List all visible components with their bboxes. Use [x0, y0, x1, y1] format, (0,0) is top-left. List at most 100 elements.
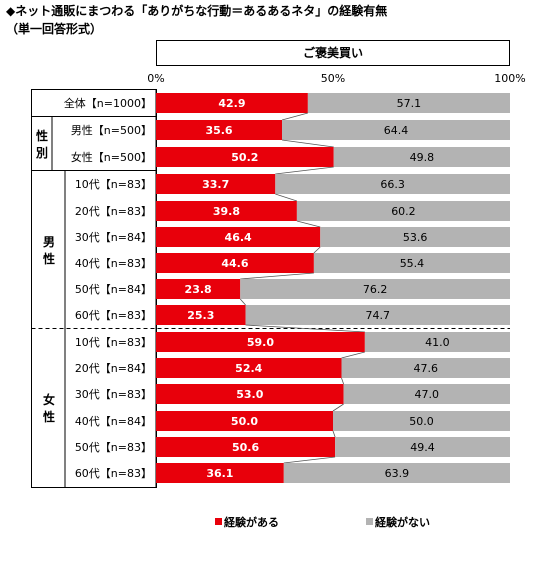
data-label-no: 60.2: [391, 205, 416, 218]
category-label: 30代【n=83】: [75, 388, 152, 401]
bar-no: [296, 201, 510, 221]
category-label: 20代【n=83】: [75, 205, 152, 218]
category-label: 女性【n=500】: [71, 150, 152, 164]
bar-yes: [156, 332, 365, 352]
category-label: 全体【n=1000】: [64, 96, 152, 110]
data-label-no: 76.2: [363, 283, 388, 296]
connector-line: [341, 351, 365, 359]
bar-no: [283, 463, 510, 483]
data-label-yes: 53.0: [236, 388, 263, 401]
data-label-yes: 50.2: [231, 151, 258, 164]
category-label: 60代【n=83】: [75, 309, 152, 322]
group-label-female: 女: [43, 392, 55, 407]
bar-no: [343, 384, 510, 404]
connector-line: [239, 298, 246, 306]
bar-no: [320, 227, 510, 247]
question-heading: ご褒美買い: [156, 40, 510, 66]
x-tick-label: 50%: [321, 72, 345, 85]
group-label-male: 男: [43, 235, 55, 249]
bar-yes: [156, 120, 283, 140]
connector-line: [313, 246, 321, 254]
data-label-no: 47.0: [415, 388, 440, 401]
data-label-no: 53.6: [403, 231, 428, 244]
legend-label-yes: 経験がある: [224, 516, 279, 529]
connector-line: [275, 193, 298, 202]
bar-yes: [156, 174, 276, 194]
connector-line: [275, 166, 334, 175]
legend-swatch-yes: [215, 518, 222, 525]
data-label-no: 64.4: [384, 124, 409, 137]
bar-no: [333, 411, 510, 431]
bar-yes: [156, 93, 308, 113]
connector-line: [281, 112, 308, 121]
data-label-yes: 25.3: [187, 309, 214, 322]
data-label-yes: 50.6: [232, 441, 259, 454]
data-label-yes: 33.7: [202, 178, 229, 191]
bar-yes: [156, 463, 284, 483]
data-label-yes: 35.6: [205, 124, 232, 137]
data-label-no: 50.0: [409, 415, 434, 428]
category-label: 10代【n=83】: [75, 178, 152, 191]
bar-no: [282, 120, 510, 140]
bar-yes: [156, 437, 336, 457]
data-label-yes: 52.4: [235, 362, 262, 375]
data-label-yes: 46.4: [225, 231, 252, 244]
bar-yes: [156, 411, 333, 431]
bar-yes: [156, 358, 342, 378]
data-label-no: 63.9: [385, 467, 410, 480]
category-label: 50代【n=83】: [75, 441, 152, 454]
data-label-no: 49.8: [410, 151, 435, 164]
bar-no: [333, 147, 510, 167]
connector-line: [332, 403, 344, 412]
bar-no: [240, 279, 510, 299]
group-label-gender: 別: [35, 146, 48, 160]
bar-no: [313, 253, 510, 273]
bar-yes: [156, 253, 314, 273]
connector-line: [332, 430, 336, 438]
data-label-yes: 50.0: [231, 415, 258, 428]
bar-yes: [156, 279, 241, 299]
data-label-yes: 36.1: [206, 467, 233, 480]
data-label-no: 47.6: [413, 362, 438, 375]
legend-swatch-no: [366, 518, 373, 525]
category-label: 20代【n=84】: [75, 362, 152, 375]
x-tick-label: 100%: [494, 72, 525, 85]
data-label-yes: 44.6: [221, 257, 248, 270]
legend-item-yes: 経験がある: [215, 514, 279, 530]
data-label-yes: 59.0: [247, 336, 274, 349]
data-label-yes: 23.8: [185, 283, 212, 296]
data-label-no: 49.4: [410, 441, 435, 454]
data-label-yes: 39.8: [213, 205, 240, 218]
bar-no: [275, 174, 510, 194]
bar-no: [307, 93, 510, 113]
bar-no: [335, 437, 510, 457]
bar-yes: [156, 227, 321, 247]
connector-line: [296, 220, 321, 228]
category-label: 60代【n=83】: [75, 467, 152, 480]
group-label-male: 性: [42, 251, 55, 266]
data-label-yes: 42.9: [218, 97, 245, 110]
bar-yes: [156, 147, 334, 167]
connector-line: [341, 377, 344, 385]
category-label: 30代【n=84】: [75, 231, 152, 244]
x-tick-label: 0%: [147, 72, 164, 85]
category-label: 50代【n=84】: [75, 283, 152, 296]
bar-no: [364, 332, 510, 352]
connector-line: [283, 456, 336, 464]
group-label-female: 性: [42, 409, 55, 424]
chart-title: ◆ネット通販にまつわる「ありがちな行動＝あるあるネタ」の経験有無: [6, 4, 388, 18]
data-label-no: 41.0: [425, 336, 450, 349]
connector-line: [245, 324, 365, 333]
category-label: 40代【n=83】: [75, 257, 152, 270]
chart-subtitle: （単一回答形式）: [6, 22, 103, 36]
data-label-no: 66.3: [380, 178, 405, 191]
category-label: 10代【n=83】: [75, 336, 152, 349]
bar-yes: [156, 384, 344, 404]
data-label-no: 74.7: [366, 309, 391, 322]
bar-yes: [156, 305, 246, 325]
legend-item-no: 経験がない: [366, 514, 430, 530]
legend-label-no: 経験がない: [375, 516, 430, 529]
data-label-no: 57.1: [397, 97, 422, 110]
bar-no: [341, 358, 510, 378]
